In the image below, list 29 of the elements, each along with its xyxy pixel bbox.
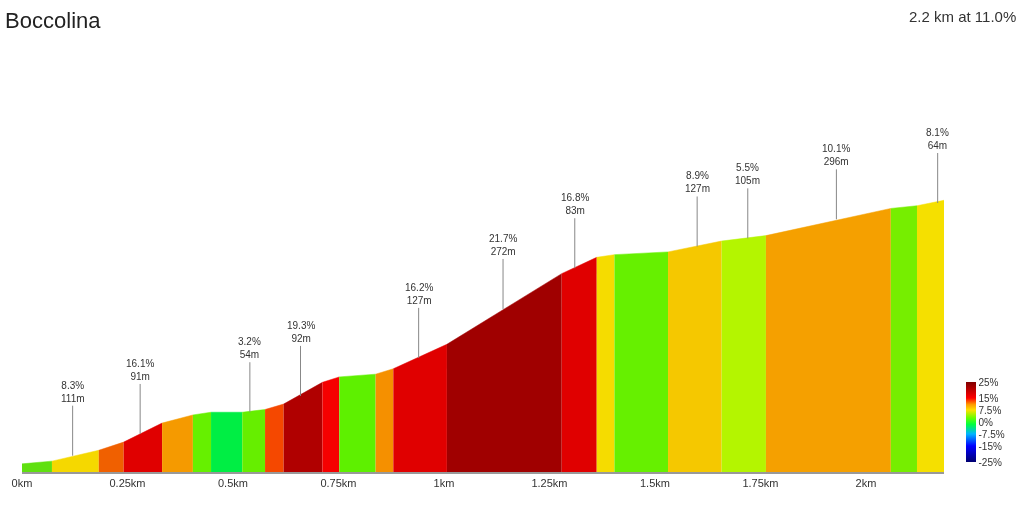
x-tick-label: 1.75km — [742, 477, 779, 490]
annotation: 16.2% 127m — [405, 282, 434, 306]
annotation: 16.1% 91m — [126, 358, 155, 382]
annotation: 8.9% 127m — [685, 170, 711, 194]
annotation: 19.3% 92m — [287, 320, 316, 344]
annotation: 3.2% 54m — [238, 336, 261, 360]
chart-subtitle: 2.2 km at 11.0% — [909, 8, 1017, 25]
annotation: 5.5% 105m — [735, 162, 761, 186]
color-bar-label: 15% — [978, 392, 999, 404]
color-bar-label: 7.5% — [978, 404, 1002, 416]
x-tick-label: 0km — [11, 477, 33, 490]
color-bar-label: -25% — [978, 456, 1002, 468]
x-tick-label: 0.5km — [218, 477, 248, 490]
color-bar-label: -15% — [978, 440, 1002, 452]
x-tick-label: 1.5km — [639, 477, 670, 490]
color-bar-label: 25% — [978, 376, 999, 388]
x-tick-label: 1.25km — [531, 477, 568, 490]
x-tick-label: 0.25km — [109, 477, 146, 490]
annotation: 8.3% 111m — [61, 380, 85, 404]
x-tick-label: 0.75km — [320, 477, 357, 490]
annotation: 10.1% 296m — [822, 143, 851, 167]
annotation: 16.8% 83m — [561, 192, 590, 216]
x-tick-label: 1km — [433, 477, 455, 490]
x-tick-label: 2km — [855, 477, 877, 490]
color-bar-label: 0% — [978, 416, 994, 428]
annotation: 21.7% 272m — [489, 233, 518, 257]
chart-title: Boccolina — [5, 8, 102, 34]
color-bar-label: -7.5% — [978, 428, 1005, 440]
annotation: 8.1% 64m — [926, 127, 949, 151]
